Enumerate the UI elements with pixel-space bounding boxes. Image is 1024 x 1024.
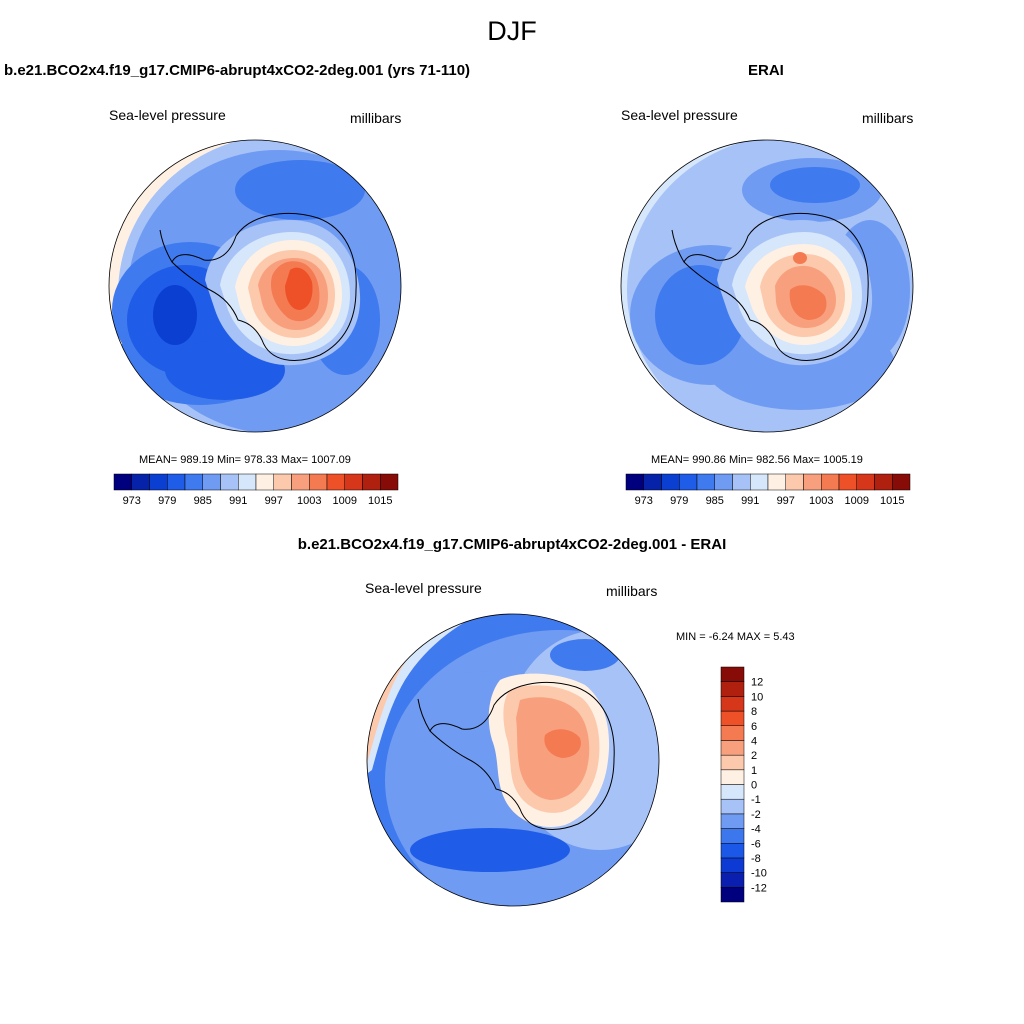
colorbar-difference-tick-label: -4 [751,824,761,836]
colorbar-erai-swatch [732,473,751,491]
colorbar-model-swatch [167,473,186,491]
colorbar-erai-swatch [750,473,769,491]
colorbar-difference-tick-label: 10 [751,691,763,703]
colorbar-difference-swatch [720,740,745,756]
colorbar-erai-swatch [874,473,893,491]
colorbar-erai-tick-label: 985 [706,495,724,507]
colorbar-model-tick-label: 979 [158,495,176,507]
panel3-units-label: millibars [606,583,658,599]
colorbar-model-swatch [255,473,274,491]
colorbar-erai-tick-label: 1015 [880,495,904,507]
map-model [108,139,402,433]
colorbar-erai-swatch [821,473,840,491]
colorbar-erai-swatch [856,473,875,491]
colorbar-model-swatch [291,473,310,491]
colorbar-difference-swatch [720,666,745,682]
panel2-units-label: millibars [862,110,914,126]
colorbar-difference-swatch [720,872,745,888]
colorbar-model: 973 979 985 991 997 1003 1009 1015 [113,473,399,507]
colorbar-difference-swatch [720,710,745,726]
colorbar-model-swatch [184,473,203,491]
colorbar-difference-swatch [720,769,745,785]
colorbar-model-swatch [202,473,221,491]
colorbar-model-swatch [362,473,381,491]
colorbar-erai-swatch [892,473,911,491]
panel2-field-label: Sea-level pressure [621,107,738,123]
colorbar-model-tick-label: 1003 [297,495,321,507]
colorbar-erai-swatch [785,473,804,491]
colorbar-erai-tick-label: 973 [635,495,653,507]
colorbar-erai-tick-label: 991 [741,495,759,507]
colorbar-difference-swatch [720,857,745,873]
colorbar-erai-tick-label: 1009 [845,495,869,507]
colorbar-erai-swatch [803,473,822,491]
colorbar-model-swatch [344,473,363,491]
colorbar-model-swatch [380,473,399,491]
colorbar-model-swatch [309,473,328,491]
colorbar-difference-tick-label: 2 [751,750,757,762]
colorbar-model-swatch [326,473,345,491]
panel3-field-label: Sea-level pressure [365,580,482,596]
colorbar-difference-tick-label: 6 [751,721,757,733]
colorbar-difference-tick-label: -10 [751,868,767,880]
colorbar-difference-swatch [720,784,745,800]
colorbar-erai-tick-label: 997 [777,495,795,507]
map-difference [366,613,660,907]
colorbar-difference-swatch [720,725,745,741]
colorbar-model-tick-label: 997 [265,495,283,507]
colorbar-erai-swatch [661,473,680,491]
colorbar-model-tick-label: 991 [229,495,247,507]
colorbar-difference-swatch [720,887,745,903]
panel1-title: b.e21.BCO2x4.f19_g17.CMIP6-abrupt4xCO2-2… [4,62,471,79]
colorbar-difference-tick-label: 1 [751,765,757,777]
colorbar-erai-swatch [625,473,644,491]
colorbar-model-swatch [238,473,257,491]
panel3-stats: MIN = -6.24 MAX = 5.43 [676,631,795,643]
colorbar-difference-tick-label: 0 [751,780,757,792]
colorbar-erai-swatch [679,473,698,491]
colorbar-erai-swatch [643,473,662,491]
colorbar-model-tick-label: 985 [194,495,212,507]
colorbar-erai-swatch [696,473,715,491]
colorbar-difference-tick-label: -12 [751,882,767,894]
colorbar-erai-tick-label: 1003 [809,495,833,507]
colorbar-difference-tick-label: -1 [751,794,761,806]
colorbar-difference-swatch [720,754,745,771]
panel1-field-label: Sea-level pressure [109,107,226,123]
panel3-title: b.e21.BCO2x4.f19_g17.CMIP6-abrupt4xCO2-2… [297,536,727,553]
colorbar-erai: 973 979 985 991 997 1003 1009 1015 [625,473,911,507]
colorbar-difference-tick-label: 12 [751,677,763,689]
colorbar-erai-swatch [767,473,786,491]
colorbar-difference-swatch [720,828,745,844]
colorbar-difference-tick-label: -6 [751,838,761,850]
colorbar-difference-tick-label: -8 [751,853,761,865]
figure-title: DJF [487,16,537,46]
colorbar-difference-swatch [720,813,745,829]
map-erai [620,139,914,433]
colorbar-erai-swatch [714,473,733,491]
colorbar-model-swatch [273,473,292,491]
colorbar-model-swatch [113,473,132,491]
colorbar-model-swatch [131,473,150,491]
panel2-stats: MEAN= 990.86 Min= 982.56 Max= 1005.19 [651,454,863,466]
panel1-units-label: millibars [350,110,402,126]
colorbar-model-swatch [220,473,239,491]
colorbar-difference-swatch [720,843,745,859]
colorbar-difference-swatch [720,798,745,815]
colorbar-model-tick-label: 973 [123,495,141,507]
colorbar-erai-tick-label: 979 [670,495,688,507]
panel2-title: ERAI [748,62,784,79]
colorbar-difference-tick-label: -2 [751,809,761,821]
panel1-stats: MEAN= 989.19 Min= 978.33 Max= 1007.09 [139,454,351,466]
colorbar-difference-tick-label: 4 [751,735,757,747]
colorbar-model-tick-label: 1015 [368,495,392,507]
colorbar-model-swatch [149,473,168,491]
colorbar-difference-swatch [720,696,745,712]
colorbar-difference-tick-label: 8 [751,706,757,718]
colorbar-model-tick-label: 1009 [333,495,357,507]
colorbar-difference-swatch [720,681,745,697]
colorbar-erai-swatch [838,473,857,491]
